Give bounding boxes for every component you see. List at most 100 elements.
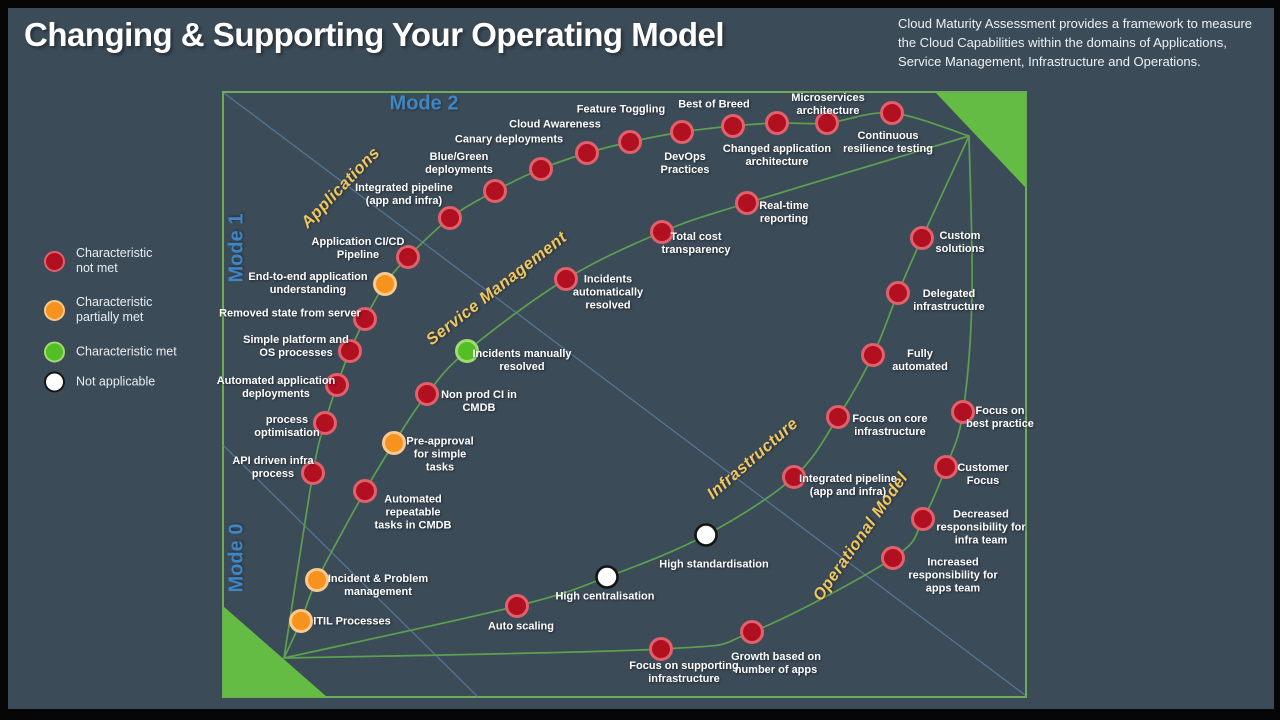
point-dot-focus-on-core-infrastructure	[826, 405, 850, 429]
point-dot-high-centralisation	[595, 565, 619, 589]
point-dot-auto-scaling	[505, 594, 529, 618]
point-dot-process-optimisation	[313, 411, 337, 435]
point-label-changed-application-architecture: Changed application architecture	[722, 143, 832, 168]
diagram-border	[222, 91, 1027, 698]
point-dot-canary-deployments	[529, 157, 553, 181]
point-dot-integrated-pipeline-app-and-infra	[438, 206, 462, 230]
point-label-process-optimisation: process optimisation	[254, 414, 320, 439]
point-label-delegated-infrastructure: Delegated infrastructure	[913, 288, 985, 313]
point-label-high-standardisation: High standardisation	[659, 558, 769, 571]
legend-label: Characteristic partially met	[76, 295, 153, 324]
point-label-fully-automated: Fully automated	[892, 348, 948, 373]
point-label-increased-responsibility-for-apps-team: Increased responsibility for apps team	[908, 556, 998, 595]
point-dot-delegated-infrastructure	[886, 281, 910, 305]
point-dot-growth-based-on-number-of-apps	[740, 620, 764, 644]
point-label-incidents-manually-resolved: Incidents manually resolved	[472, 348, 572, 373]
point-dot-microservices-architecture	[815, 111, 839, 135]
point-dot-blue-green-deployments	[483, 179, 507, 203]
legend-dot-partial-icon	[44, 299, 65, 321]
point-label-growth-based-on-number-of-apps: Growth based on number of apps	[731, 651, 821, 676]
page-title: Changing & Supporting Your Operating Mod…	[24, 16, 725, 53]
point-dot-real-time-reporting	[735, 191, 759, 215]
point-label-custom-solutions: Custom solutions	[935, 230, 985, 255]
point-dot-custom-solutions	[910, 226, 934, 250]
point-label-removed-state-from-server: Removed state from server	[219, 307, 361, 320]
point-dot-end-to-end-application-understanding	[373, 272, 397, 296]
point-label-feature-toggling: Feature Toggling	[576, 103, 666, 116]
point-dot-focus-on-best-practice	[951, 400, 975, 424]
point-label-incidents-automatically-resolved: Incidents automatically resolved	[572, 273, 644, 312]
point-label-incident-problem-management: Incident & Problem management	[327, 573, 429, 598]
point-dot-incidents-automatically-resolved	[554, 267, 578, 291]
point-dot-changed-application-architecture	[765, 111, 789, 135]
point-label-canary-deployments: Canary deployments	[454, 133, 564, 146]
point-dot-high-standardisation	[694, 523, 718, 547]
point-dot-cloud-awareness	[575, 141, 599, 165]
point-label-focus-on-core-infrastructure: Focus on core infrastructure	[852, 413, 928, 438]
point-label-customer-focus: Customer Focus	[957, 462, 1009, 487]
point-dot-integrated-pipeline-app-and-infra	[782, 465, 806, 489]
point-dot-removed-state-from-server	[353, 307, 377, 331]
legend-item-partial: Characteristic partially met	[44, 295, 152, 325]
point-label-blue-green-deployments: Blue/Green deployments	[425, 151, 493, 176]
point-dot-decreased-responsibility-for-infra-team	[911, 507, 935, 531]
mode-divider-line-1	[223, 92, 1026, 696]
point-label-itil-processes: ITIL Processes	[313, 615, 391, 628]
point-dot-customer-focus	[934, 455, 958, 479]
point-label-integrated-pipeline-app-and-infra: Integrated pipeline (app and infra)	[355, 182, 453, 207]
corner-triangle-bottom-left	[223, 606, 327, 697]
legend-dot-not_met-icon	[44, 250, 65, 272]
point-label-high-centralisation: High centralisation	[555, 590, 655, 603]
point-label-decreased-responsibility-for-infra-team: Decreased responsibility for infra team	[936, 508, 1026, 547]
corner-triangle-top-right	[936, 93, 1025, 187]
point-label-automated-repeatable-tasks-in-cmdb: Automated repeatable tasks in CMDB	[374, 493, 452, 532]
point-label-automated-application-deployments: Automated application deployments	[216, 375, 336, 400]
legend-item-met: Characteristic met	[44, 341, 177, 363]
legend-item-na: Not applicable	[44, 371, 156, 393]
point-label-end-to-end-application-understanding: End-to-end application understanding	[248, 271, 368, 296]
legend-label: Characteristic not met	[76, 246, 153, 275]
point-label-simple-platform-and-os-processes: Simple platform and OS processes	[243, 334, 349, 359]
point-dot-fully-automated	[861, 343, 885, 367]
point-label-cloud-awareness: Cloud Awareness	[509, 118, 601, 131]
point-dot-focus-on-supporting-infrastructure	[649, 637, 673, 661]
point-dot-incident-problem-management	[305, 568, 329, 592]
point-dot-pre-approval-for-simple-tasks	[382, 431, 406, 455]
point-dot-api-driven-infra-process	[301, 461, 325, 485]
mode-label-mode-1: Mode 1	[225, 213, 248, 283]
point-dot-itil-processes	[289, 609, 313, 633]
point-label-total-cost-transparency: Total cost transparency	[661, 231, 731, 256]
point-dot-best-of-breed	[721, 114, 745, 138]
curve-operational-model	[283, 135, 974, 659]
point-label-auto-scaling: Auto scaling	[487, 620, 555, 633]
point-dot-increased-responsibility-for-apps-team	[881, 546, 905, 570]
legend-dot-na-icon	[44, 371, 65, 393]
point-label-devops-practices: DevOps Practices	[660, 151, 710, 176]
legend-label: Not applicable	[76, 374, 156, 389]
slide-background	[8, 8, 1274, 709]
point-label-real-time-reporting: Real-time reporting	[759, 200, 809, 225]
legend-label: Characteristic met	[76, 344, 177, 359]
point-label-pre-approval-for-simple-tasks: Pre-approval for simple tasks	[406, 435, 474, 474]
point-dot-devops-practices	[670, 120, 694, 144]
point-dot-non-prod-ci-in-cmdb	[415, 382, 439, 406]
point-dot-feature-toggling	[618, 130, 642, 154]
point-label-application-ci-cd-pipeline: Application CI/CD Pipeline	[311, 236, 405, 261]
description-text: Cloud Maturity Assessment provides a fra…	[898, 16, 1253, 69]
point-label-microservices-architecture: Microservices architecture	[791, 92, 865, 117]
point-dot-continuous-resilience-testing	[880, 101, 904, 125]
legend-dot-met-icon	[44, 341, 65, 363]
point-label-best-of-breed: Best of Breed	[678, 98, 750, 111]
point-label-focus-on-supporting-infrastructure: Focus on supporting infrastructure	[629, 660, 739, 685]
mode-label-mode-0: Mode 0	[225, 523, 248, 593]
mode-label-mode-2: Mode 2	[389, 92, 459, 115]
point-label-non-prod-ci-in-cmdb: Non prod CI in CMDB	[441, 389, 517, 414]
point-dot-simple-platform-and-os-processes	[338, 339, 362, 363]
legend-item-not_met: Characteristic not met	[44, 246, 152, 276]
point-label-focus-on-best-practice: Focus on best practice	[966, 405, 1034, 430]
point-dot-application-ci-cd-pipeline	[396, 245, 420, 269]
point-dot-automated-repeatable-tasks-in-cmdb	[353, 479, 377, 503]
point-dot-total-cost-transparency	[650, 220, 674, 244]
